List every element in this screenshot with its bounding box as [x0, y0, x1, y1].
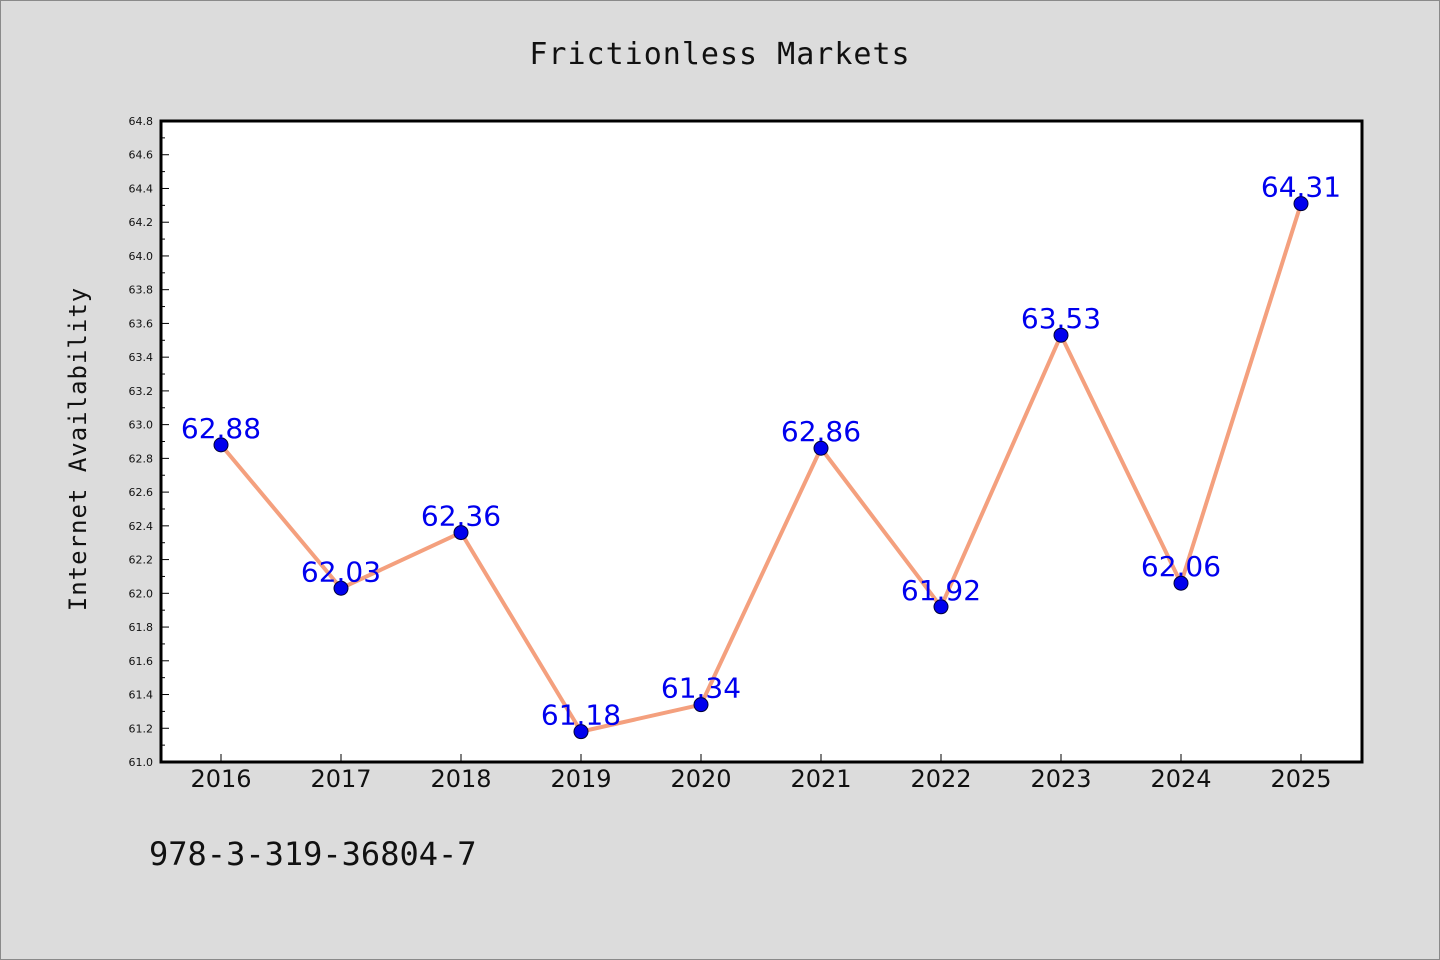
data-label: 61.18 [541, 699, 621, 732]
data-point [1293, 196, 1309, 212]
y-axis-label: Internet Availability [64, 287, 92, 611]
x-tick-label: 2023 [1030, 765, 1091, 793]
data-point [933, 599, 949, 615]
plot-frame [159, 119, 1364, 764]
y-tick-label: 64.2 [129, 216, 154, 229]
data-label: 62.36 [421, 500, 501, 533]
data-point [573, 724, 589, 740]
x-tick-label: 2021 [790, 765, 851, 793]
y-tick-label: 64.0 [129, 250, 154, 263]
y-tick-label: 64.6 [129, 149, 154, 162]
x-tick-label: 2016 [190, 765, 251, 793]
y-tick-label: 62.4 [129, 520, 154, 533]
plot-area [161, 121, 1362, 762]
axis-ticks: 61.0 61.2 61.4 61.6 61.8 62.0 62.2 62.4 62.6 62.8… [129, 115, 1332, 793]
x-tick-label: 2019 [550, 765, 611, 793]
x-tick-label: 2017 [310, 765, 371, 793]
isbn-text: 978-3-319-36804-7 [149, 835, 477, 873]
data-label: 61.92 [901, 574, 981, 607]
y-tick-label: 61.4 [129, 689, 154, 702]
data-label: 62.86 [781, 415, 861, 448]
y-tick-label: 61.6 [129, 655, 154, 668]
y-tick-label: 62.0 [129, 587, 154, 600]
data-label: 62.03 [301, 555, 381, 588]
y-tick-label: 61.8 [129, 621, 154, 634]
y-tick-label: 64.4 [129, 182, 154, 195]
chart-title: Frictionless Markets [529, 37, 910, 72]
y-tick-label: 63.2 [129, 385, 154, 398]
x-tick-label: 2020 [670, 765, 731, 793]
x-tick-label: 2018 [430, 765, 491, 793]
x-tick-label: 2024 [1150, 765, 1211, 793]
y-tick-label: 61.2 [129, 722, 154, 735]
data-point [213, 437, 229, 453]
y-tick-label: 63.6 [129, 317, 154, 330]
y-tick-label: 62.8 [129, 452, 154, 465]
y-tick-label: 63.0 [129, 419, 154, 432]
data-label: 61.34 [661, 672, 741, 705]
y-tick-label: 63.8 [129, 284, 154, 297]
y-tick-label: 62.2 [129, 554, 154, 567]
x-tick-label: 2025 [1270, 765, 1331, 793]
data-label: 62.88 [181, 412, 261, 445]
data-point [813, 440, 829, 456]
y-tick-label: 61.0 [129, 756, 154, 769]
data-point [693, 697, 709, 713]
y-tick-label: 62.6 [129, 486, 154, 499]
y-tick-label: 64.8 [129, 115, 154, 128]
data-label: 62.06 [1141, 550, 1221, 583]
x-tick-label: 2022 [910, 765, 971, 793]
data-point [453, 525, 469, 541]
series-layer: 62.88 62.03 62.36 61.18 61.34 62.86 61.92 63.53… [181, 171, 1341, 740]
data-label: 63.53 [1021, 302, 1101, 335]
data-point [1173, 575, 1189, 591]
data-point [333, 580, 349, 596]
y-tick-label: 63.4 [129, 351, 154, 364]
data-label: 64.31 [1261, 171, 1341, 204]
series-line [219, 203, 1303, 734]
data-point [1053, 327, 1069, 343]
